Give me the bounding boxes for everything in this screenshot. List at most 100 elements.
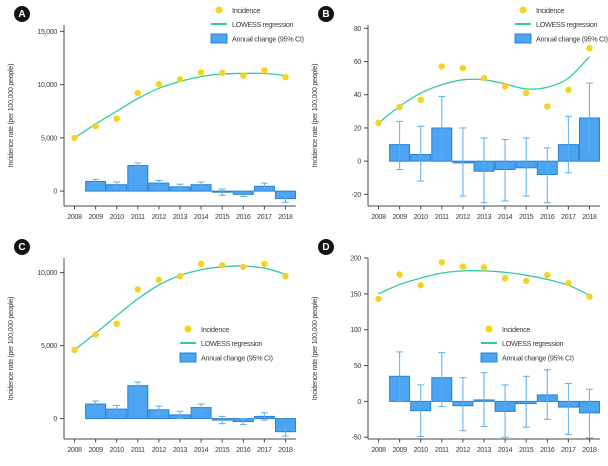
panel-A: A 0 5,000 10,000 15,000 2008 2009 2010 2011 2012… — [0, 0, 304, 233]
incidence-dot — [261, 67, 268, 74]
y-tick-label: 0 — [53, 416, 57, 423]
x-tick-label: 2016 — [236, 214, 251, 221]
x-tick-label: 2008 — [371, 447, 386, 454]
x-tick-label: 2012 — [152, 447, 167, 454]
y-tick-label: 50 — [354, 363, 362, 370]
incidence-dot — [586, 293, 593, 300]
legend-incidence-label: Incidence — [502, 325, 530, 334]
x-tick-label: 2011 — [131, 214, 145, 221]
incidence-dot — [176, 273, 184, 280]
incidence-dot — [501, 83, 509, 90]
annual-change-bar — [127, 385, 149, 419]
incidence-dot — [92, 122, 99, 130]
y-tick-label: 80 — [354, 26, 362, 33]
incidence-dot — [261, 260, 268, 267]
y-axis-label: Incidence rate (per 100,000 people) — [6, 64, 15, 167]
x-tick-label: 2016 — [540, 447, 555, 454]
x-tick-label: 2010 — [110, 214, 125, 221]
x-tick-label: 2010 — [414, 447, 429, 454]
error-bars — [396, 351, 593, 439]
y-tick-label: 100 — [350, 327, 361, 334]
legend-incidence-icon — [184, 325, 192, 333]
y-axis-label: Incidence rate (per 100,000 people) — [6, 297, 15, 400]
y-tick-label: 40 — [354, 92, 362, 99]
x-tick-label: 2013 — [477, 214, 492, 221]
panel-label-B: B — [318, 6, 334, 22]
x-tick-label: 2009 — [88, 447, 103, 454]
x-tick-label: 2014 — [194, 214, 209, 221]
y-tick-label: 15,000 — [37, 29, 57, 36]
x-tick-label: 2014 — [194, 447, 209, 454]
legend-annual-change-label: Annual change (95% CI) — [536, 35, 608, 44]
incidence-dot — [197, 260, 205, 267]
x-tick-label: 2012 — [456, 447, 471, 454]
y-tick-label: 60 — [354, 59, 362, 66]
panel-label-A: A — [14, 6, 30, 22]
incidence-dots — [71, 67, 289, 142]
incidence-dot — [71, 346, 78, 354]
x-tick-label: 2012 — [456, 214, 471, 221]
y-tick-label: -50 — [352, 435, 362, 442]
incidence-dot — [480, 74, 488, 82]
annual-change-bar — [127, 165, 149, 192]
incidence-dot — [134, 89, 141, 97]
x-tick-label: 2008 — [67, 447, 82, 454]
legend-incidence-icon — [485, 325, 493, 333]
x-tick-label: 2011 — [435, 214, 449, 221]
incidence-dot — [396, 271, 403, 278]
x-tick-label: 2013 — [173, 214, 188, 221]
x-tick-label: 2017 — [561, 447, 576, 454]
legend-annual-change-icon — [514, 33, 532, 44]
legend-annual-change-icon — [179, 352, 197, 363]
chart-C: 0 5,000 10,000 2008 2009 2010 2011 2012 2013 2014… — [6, 258, 296, 454]
legend-incidence-icon — [519, 6, 527, 14]
y-tick-label: 150 — [350, 291, 361, 298]
incidence-dot — [134, 286, 141, 293]
lowess-line — [378, 56, 590, 124]
incidence-dots — [375, 259, 593, 303]
panel-D: D -50 0 50 100 150 200 2008 2009 2010 2011 2012 201… — [304, 233, 608, 466]
error-bars — [92, 162, 289, 203]
incidence-dot — [155, 276, 163, 284]
incidence-dot — [240, 72, 247, 79]
y-axis-label: Incidence rate (per 100,000 people) — [310, 297, 319, 400]
legend-lowess-label: LOWESS regression — [232, 20, 294, 29]
x-tick-label: 2017 — [257, 214, 272, 221]
y-tick-label: 200 — [350, 256, 361, 263]
y-tick-label: 20 — [354, 125, 362, 132]
y-tick-label: 5,000 — [41, 343, 57, 350]
x-tick-label: 2010 — [414, 214, 429, 221]
legend-lowess-label: LOWESS regression — [502, 339, 564, 348]
incidence-dot — [113, 320, 120, 327]
y-tick-label: 0 — [357, 159, 361, 166]
x-tick-label: 2018 — [582, 447, 597, 454]
incidence-dot — [155, 80, 163, 88]
incidence-dot — [544, 272, 551, 279]
x-tick-label: 2014 — [498, 214, 513, 221]
x-tick-label: 2011 — [131, 447, 145, 454]
x-tick-label: 2013 — [173, 447, 188, 454]
legend-lowess-label: LOWESS regression — [201, 339, 263, 348]
incidence-dot — [113, 115, 120, 122]
x-tick-label: 2018 — [582, 214, 597, 221]
legend-incidence-label: Incidence — [201, 325, 229, 334]
x-tick-label: 2008 — [67, 214, 82, 221]
chart-A: 0 5,000 10,000 15,000 2008 2009 2010 2011 2012 20… — [6, 6, 304, 221]
incidence-dot — [459, 263, 467, 270]
x-tick-label: 2017 — [257, 447, 272, 454]
incidence-dot — [565, 86, 572, 94]
error-bars — [396, 82, 593, 204]
legend-incidence-label: Incidence — [536, 6, 564, 15]
incidence-dot — [586, 45, 593, 52]
incidence-dot — [92, 331, 99, 338]
y-axis-label: Incidence rate (per 100,000 people) — [310, 64, 319, 167]
legend-lowess-label: LOWESS regression — [536, 20, 598, 29]
x-tick-label: 2010 — [110, 447, 125, 454]
x-tick-label: 2015 — [519, 214, 534, 221]
incidence-dot — [375, 295, 382, 303]
x-tick-label: 2015 — [215, 214, 230, 221]
x-tick-label: 2011 — [435, 447, 449, 454]
x-tick-label: 2016 — [540, 214, 555, 221]
incidence-dot — [240, 263, 247, 270]
incidence-dot — [480, 264, 488, 271]
